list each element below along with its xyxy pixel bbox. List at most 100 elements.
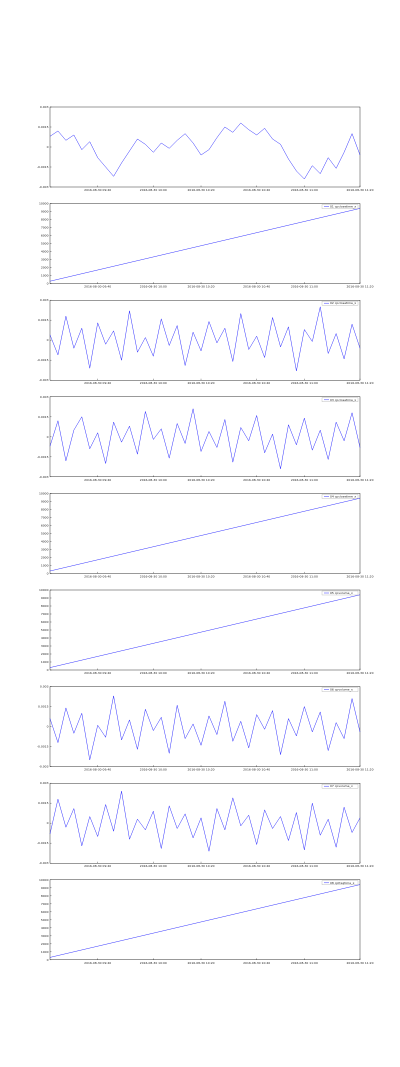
plot-frame (49, 783, 361, 864)
x-tick-label: 2016-08-30 09:40 (84, 768, 111, 772)
x-tick-label: 2016-08-30 11:00 (291, 961, 318, 965)
x-tick-label: 2016-08-30 11:20 (346, 768, 373, 772)
x-tick-label: 2016-08-30 10:00 (140, 768, 167, 772)
y-tick-label: -0.003 (39, 765, 49, 769)
plot-frame (49, 203, 361, 284)
legend-label: 05 cpvolume_x (330, 591, 353, 595)
plot-frame (49, 300, 361, 381)
y-tick-label: 9000 (41, 210, 49, 214)
legend-label: 07 cpvolume_x (330, 784, 353, 788)
x-tick-label: 2016-08-30 10:40 (243, 478, 270, 482)
plot-frame (49, 879, 361, 960)
x-tick-label: 2016-08-30 10:20 (188, 188, 215, 192)
x-tick-label: 2016-08-30 11:00 (291, 671, 318, 675)
y-tick-label: 1000 (41, 660, 49, 664)
plot-frame (49, 686, 361, 767)
x-tick-label: 2016-08-30 09:40 (84, 961, 111, 965)
y-tick-label: 4000 (41, 926, 49, 930)
x-tick-label: 2016-08-30 11:00 (291, 188, 318, 192)
y-tick-label: 5000 (41, 918, 49, 922)
y-tick-label: 7000 (41, 226, 49, 230)
x-tick-label: 2016-08-30 10:00 (140, 864, 167, 868)
y-tick-label: -0.003 (39, 378, 49, 382)
y-tick-label: 7000 (41, 902, 49, 906)
x-tick-label: 2016-08-30 10:00 (140, 961, 167, 965)
y-tick-label: 0 (47, 338, 49, 342)
series-line (49, 208, 361, 282)
x-tick-label: 2016-08-30 10:20 (188, 768, 215, 772)
x-tick-label: 2016-08-30 11:00 (291, 768, 318, 772)
x-tick-label: 2016-08-30 09:40 (84, 285, 111, 289)
legend-label: 06 cpvolume_x (330, 688, 353, 692)
x-tick-label: 2016-08-30 10:40 (243, 574, 270, 578)
x-tick-label: 2016-08-30 11:20 (346, 381, 373, 385)
y-tick-label: -0.0015 (37, 745, 49, 749)
x-tick-label: 2016-08-30 09:40 (84, 574, 111, 578)
legend-box (321, 590, 359, 596)
y-tick-label: 3000 (41, 934, 49, 938)
y-tick-label: 8000 (41, 894, 49, 898)
y-tick-label: 3000 (41, 644, 49, 648)
y-tick-label: 6000 (41, 910, 49, 914)
series-line (49, 791, 361, 852)
y-tick-label: 2000 (41, 266, 49, 270)
x-tick-label: 2016-08-30 10:00 (140, 671, 167, 675)
y-tick-label: 0 (47, 435, 49, 439)
legend-box (321, 397, 359, 402)
legend-label: 08 cpfreqtime_x (330, 881, 355, 885)
series-line (49, 594, 361, 668)
y-tick-label: 7000 (41, 515, 49, 519)
y-tick-label: 5000 (41, 628, 49, 632)
plot-frame (49, 106, 361, 188)
y-tick-label: 10000 (39, 878, 49, 882)
legend-label: 04 cpclosetime_x (330, 494, 356, 498)
y-tick-label: 4000 (41, 250, 49, 254)
y-tick-label: 6000 (41, 620, 49, 624)
plot-frame (49, 396, 361, 477)
series-line (49, 306, 361, 371)
y-tick-label: 0 (47, 571, 49, 575)
x-tick-label: 2016-08-30 09:40 (84, 188, 111, 192)
legend-box (321, 494, 359, 499)
x-tick-label: 2016-08-30 10:40 (243, 768, 270, 772)
y-tick-label: 9000 (41, 886, 49, 890)
series-line (49, 122, 361, 180)
x-tick-label: 2016-08-30 10:00 (140, 188, 167, 192)
series-line (49, 695, 361, 760)
y-tick-label: 0.003 (40, 685, 49, 689)
y-tick-label: -0.0015 (37, 358, 49, 362)
x-tick-label: 2016-08-30 11:00 (291, 478, 318, 482)
plot-frame (49, 589, 361, 671)
x-tick-label: 2016-08-30 10:40 (243, 961, 270, 965)
plot-frame (49, 493, 361, 574)
y-tick-label: 7000 (41, 612, 49, 616)
series-line (49, 408, 361, 469)
y-tick-label: 0 (47, 668, 49, 672)
x-tick-label: 2016-08-30 10:40 (243, 188, 270, 192)
y-tick-label: 0.0015 (38, 125, 49, 129)
y-tick-label: 10000 (39, 491, 49, 495)
y-tick-label: -0.0015 (37, 841, 49, 845)
series-line (49, 884, 361, 958)
y-tick-label: 0 (47, 145, 49, 149)
y-tick-label: 8000 (41, 507, 49, 511)
x-tick-label: 2016-08-30 09:40 (84, 864, 111, 868)
x-tick-label: 2016-08-30 10:40 (243, 285, 270, 289)
y-tick-label: 0.003 (40, 781, 49, 785)
y-tick-label: 0.0015 (38, 801, 49, 805)
y-tick-label: 9000 (41, 596, 49, 600)
x-tick-label: 2016-08-30 10:00 (140, 574, 167, 578)
x-tick-label: 2016-08-30 10:20 (188, 381, 215, 385)
x-tick-label: 2016-08-30 11:20 (346, 478, 373, 482)
y-tick-label: 0.003 (40, 298, 49, 302)
y-tick-label: 6000 (41, 234, 49, 238)
y-tick-label: 0 (47, 821, 49, 825)
y-tick-label: 10000 (39, 202, 49, 206)
x-tick-label: 2016-08-30 11:00 (291, 285, 318, 289)
y-tick-label: 0 (47, 725, 49, 729)
y-tick-label: 2000 (41, 942, 49, 946)
y-tick-label: 10000 (39, 588, 49, 592)
legend-box (321, 204, 359, 209)
y-tick-label: 0.0015 (38, 318, 49, 322)
